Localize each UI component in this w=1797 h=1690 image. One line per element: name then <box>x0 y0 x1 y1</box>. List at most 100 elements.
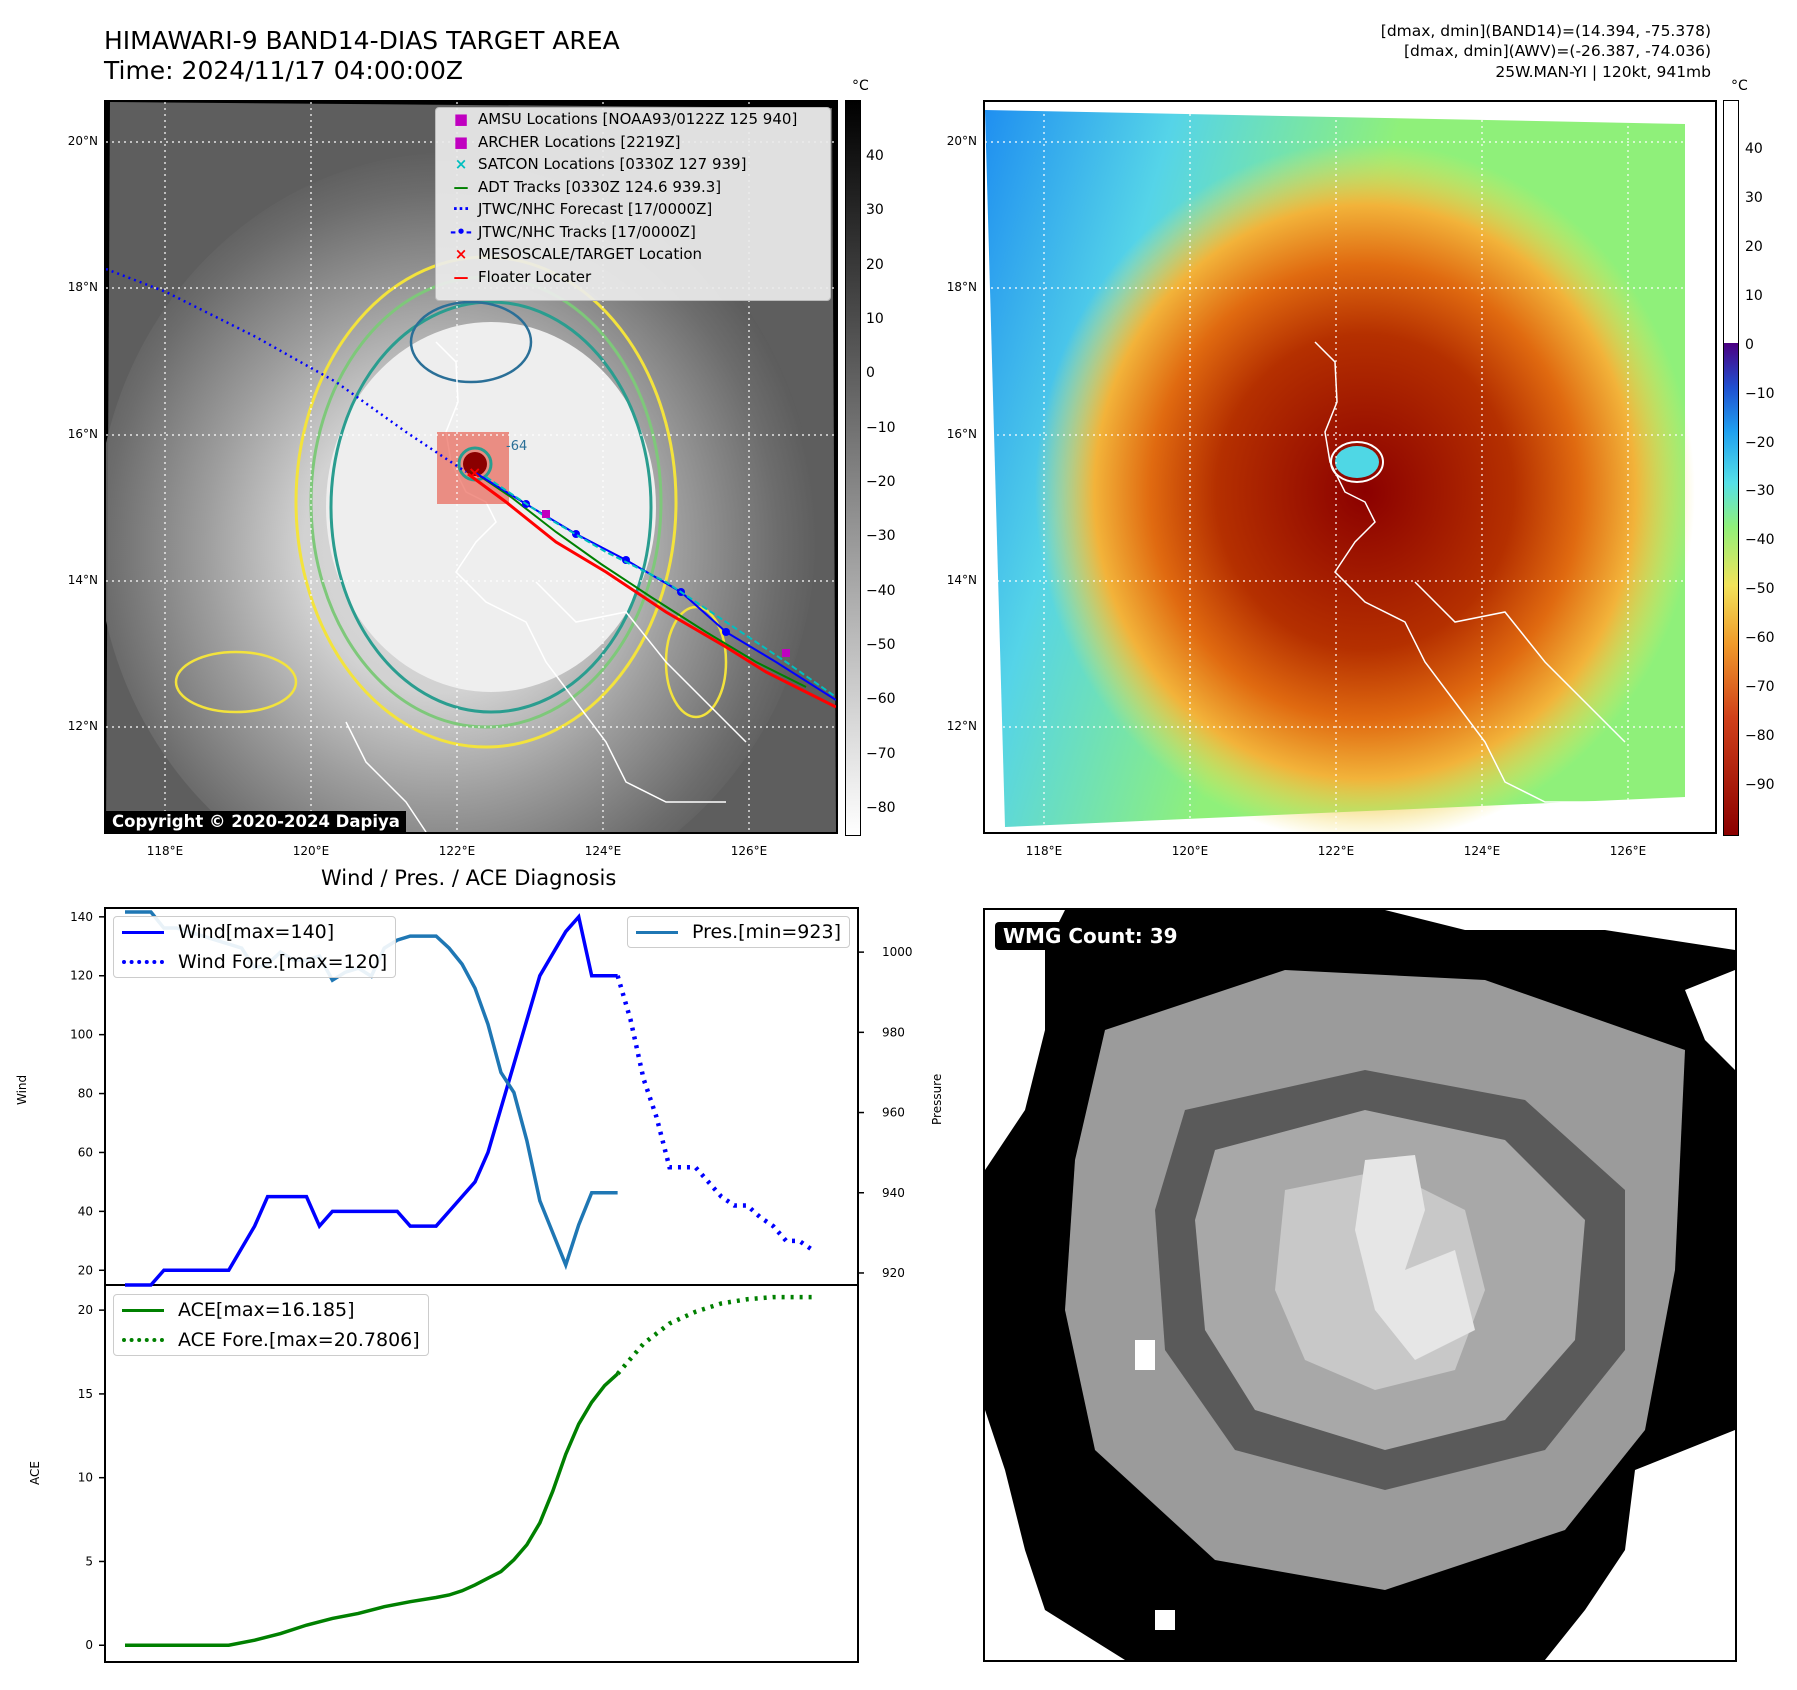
adt-track <box>470 469 807 688</box>
lat-tick-label: 12°N <box>946 719 977 733</box>
pres-ytick-label: 920 <box>882 1266 905 1280</box>
colorbar-tick: 20 <box>866 256 884 273</box>
legend-label: SATCON Locations [0330Z 127 939] <box>478 155 747 174</box>
colorbar-tick: −20 <box>866 474 896 490</box>
colorbar-tick: −60 <box>866 691 896 708</box>
lon-tick-label: 122°E <box>1317 844 1355 858</box>
legend-item: — ADT Tracks [0330Z 124.6 939.3] <box>436 176 830 199</box>
lon-tick-label: 124°E <box>1463 844 1501 858</box>
legend-item: ■ ARCHER Locations [2219Z] <box>436 131 830 154</box>
wind-ytick-label: 100 <box>70 1028 93 1042</box>
colorbar-tick: 0 <box>1745 336 1754 353</box>
colorbar-tick: −10 <box>866 419 896 436</box>
legend-label: JTWC/NHC Forecast [17/0000Z] <box>478 200 713 219</box>
colorbar-tick: −50 <box>1745 581 1775 598</box>
ace-ytick-label: 0 <box>85 1638 93 1652</box>
colorbar-tick: −40 <box>1745 532 1775 549</box>
legend-item: × SATCON Locations [0330Z 127 939] <box>436 153 830 176</box>
colorbar-tick: −30 <box>1745 483 1775 500</box>
lon-tick-label: 122°E <box>438 844 476 858</box>
pres-legend: Pres.[min=923] <box>627 916 850 948</box>
ace-ytick-label: 15 <box>78 1387 93 1401</box>
wind-ytick-label: 60 <box>78 1145 93 1159</box>
wmg-image <box>985 910 1735 1660</box>
colorbar-tick: −70 <box>866 745 896 762</box>
colorbar-tick: 0 <box>866 365 875 382</box>
ace-series-line-1 <box>615 1294 813 1376</box>
colorbar-tick: −60 <box>1745 630 1775 647</box>
contour-label: -64 <box>506 439 527 454</box>
lat-tick-label: 18°N <box>67 280 98 294</box>
colorbar-tick: −40 <box>866 582 896 599</box>
info-band14: [dmax, dmin](BAND14)=(14.394, -75.378) <box>1380 22 1711 40</box>
series-line-1 <box>615 975 814 1252</box>
diag-title: Wind / Pres. / ACE Diagnosis <box>321 866 617 890</box>
lat-tick-label: 20°N <box>67 134 98 148</box>
lon-tick-label: 120°E <box>292 844 330 858</box>
lon-tick-label: 126°E <box>1609 844 1647 858</box>
target-marker: × <box>468 463 481 482</box>
wind-ytick-label: 80 <box>78 1087 93 1101</box>
ace-series-line-0 <box>125 1372 619 1647</box>
series-line-0 <box>125 913 618 1287</box>
lat-tick-label: 14°N <box>946 573 977 587</box>
awv-colorbar <box>1723 100 1739 836</box>
wind-ytick-label: 120 <box>70 969 93 983</box>
amsu-marker <box>542 510 550 518</box>
colorbar-tick: −10 <box>1745 385 1775 402</box>
ir-colorbar-unit: °C <box>852 78 869 94</box>
colorbar-tick: 20 <box>1745 238 1763 255</box>
figure-title: HIMAWARI-9 BAND14-DIAS TARGET AREA <box>104 26 620 55</box>
legend-symbol: — <box>453 267 469 286</box>
copyright: Copyright © 2020-2024 Dapiya <box>106 811 406 832</box>
colorbar-tick: 30 <box>866 202 884 219</box>
colorbar-tick: 10 <box>1745 287 1763 304</box>
colorbar-tick: −50 <box>866 637 896 653</box>
legend-label: AMSU Locations [NOAA93/0122Z 125 940] <box>478 110 798 129</box>
legend-label: JTWC/NHC Tracks [17/0000Z] <box>478 222 696 241</box>
pres-ytick-label: 1000 <box>882 945 913 959</box>
lat-tick-label: 16°N <box>946 427 977 441</box>
lat-tick-label: 14°N <box>67 573 98 587</box>
awv-map-panel[interactable] <box>983 100 1717 834</box>
figure-time: Time: 2024/11/17 04:00:00Z <box>104 56 463 85</box>
lon-tick-label: 126°E <box>730 844 768 858</box>
floater-line <box>467 472 836 709</box>
pres-ytick-label: 940 <box>882 1186 905 1200</box>
wind-ytick-label: 40 <box>78 1204 93 1218</box>
wind-ytick-label: 20 <box>78 1263 93 1277</box>
ace-ytick-label: 20 <box>78 1303 93 1317</box>
ir-map-panel[interactable]: -64 × Copyright © 2020-2024 Dapiya <box>104 100 838 834</box>
legend-item: × MESOSCALE/TARGET Location <box>436 243 830 266</box>
lat-tick-label: 20°N <box>946 134 977 148</box>
lon-tick-label: 120°E <box>1171 844 1209 858</box>
ir-colorbar <box>845 100 861 836</box>
legend-item: ■ AMSU Locations [NOAA93/0122Z 125 940] <box>436 108 830 131</box>
colorbar-tick: −80 <box>1745 728 1775 745</box>
ace-legend: ACE[max=16.185] ACE Fore.[max=20.7806] <box>113 1294 429 1356</box>
legend-symbol: — <box>453 177 469 196</box>
legend-item: ··· JTWC/NHC Forecast [17/0000Z] <box>436 198 830 221</box>
legend-symbol: ■ <box>453 110 469 129</box>
colorbar-tick: 40 <box>1745 141 1763 157</box>
lat-tick-label: 12°N <box>67 719 98 733</box>
legend-symbol: ··· <box>452 200 470 219</box>
colorbar-tick: −90 <box>1745 777 1775 793</box>
legend-symbol: ■ <box>453 132 469 151</box>
wmg-count: WMG Count: 39 <box>995 922 1186 950</box>
lon-tick-label: 124°E <box>584 844 622 858</box>
wmg-panel[interactable]: WMG Count: 39 <box>983 908 1737 1662</box>
lat-tick-label: 18°N <box>946 280 977 294</box>
legend-label: ADT Tracks [0330Z 124.6 939.3] <box>478 177 722 196</box>
ace-ytick-label: 10 <box>78 1471 93 1485</box>
lat-tick-label: 16°N <box>67 427 98 441</box>
lon-tick-label: 118°E <box>1025 844 1063 858</box>
legend-label: ARCHER Locations [2219Z] <box>478 132 681 151</box>
info-storm: 25W.MAN-YI | 120kt, 941mb <box>1495 63 1711 81</box>
legend-symbol: × <box>454 155 468 174</box>
wind-ytick-label: 140 <box>70 910 93 924</box>
colorbar-tick: 40 <box>866 148 884 164</box>
legend-label: MESOSCALE/TARGET Location <box>478 245 703 264</box>
pres-ytick-label: 980 <box>882 1025 905 1039</box>
